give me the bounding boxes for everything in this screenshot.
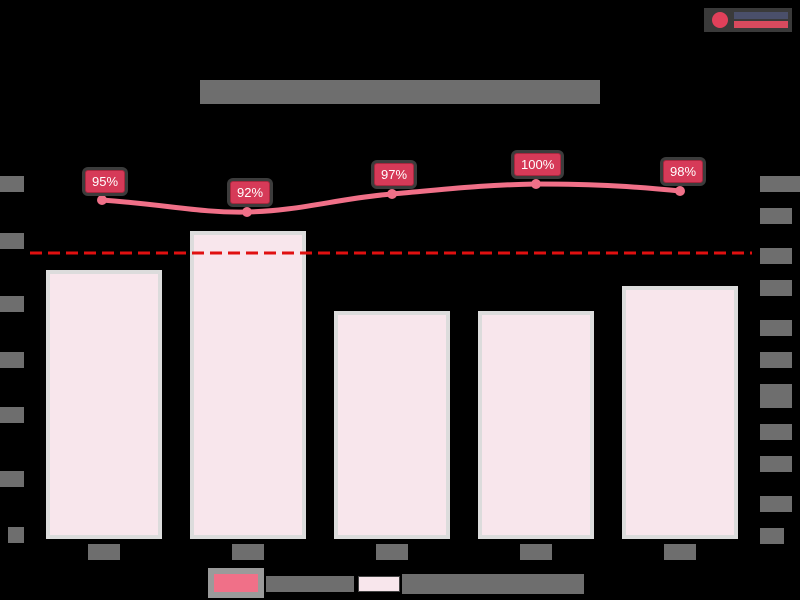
data-label: 97%	[374, 163, 415, 186]
x-axis-label	[520, 544, 552, 560]
line-marker	[242, 207, 252, 217]
logo-text-bottom	[734, 21, 788, 28]
right-axis-label	[760, 176, 800, 192]
right-axis-label	[760, 496, 792, 512]
bar	[334, 311, 450, 539]
line-marker	[675, 186, 685, 196]
right-axis-label	[760, 320, 792, 336]
chart-title	[200, 80, 600, 104]
data-label: 92%	[230, 181, 271, 204]
left-axis-label	[8, 527, 24, 543]
logo-icon	[712, 12, 728, 28]
right-axis-label	[760, 384, 792, 408]
right-axis-label	[760, 424, 792, 440]
logo-text-top	[734, 12, 788, 19]
right-axis-label	[760, 352, 792, 368]
data-label: 95%	[85, 170, 126, 193]
line-marker	[387, 189, 397, 199]
data-label: 98%	[663, 160, 704, 183]
brand-logo	[704, 8, 792, 32]
legend-swatch-bar	[358, 576, 400, 592]
x-axis-label	[376, 544, 408, 560]
left-axis-label	[0, 407, 24, 423]
right-axis-label	[760, 456, 792, 472]
right-axis-label	[760, 528, 784, 544]
left-axis-label	[0, 296, 24, 312]
right-axis-label	[760, 280, 792, 296]
bar	[46, 270, 162, 539]
bar	[478, 311, 594, 539]
x-axis-label	[664, 544, 696, 560]
line-marker	[97, 195, 107, 205]
left-axis-label	[0, 176, 24, 192]
right-axis-label	[760, 208, 792, 224]
legend-label-bar	[402, 574, 584, 594]
line-marker	[531, 179, 541, 189]
legend	[208, 568, 584, 598]
left-axis-label	[0, 352, 24, 368]
data-label: 100%	[514, 153, 562, 176]
x-axis-label	[88, 544, 120, 560]
bar	[190, 231, 306, 539]
bar-series	[46, 231, 738, 539]
left-axis-label	[0, 233, 24, 249]
x-axis-label	[232, 544, 264, 560]
right-axis-label	[760, 248, 792, 264]
bar	[622, 286, 738, 539]
legend-label-line	[266, 576, 354, 592]
legend-swatch-line	[208, 568, 264, 598]
left-axis-label	[0, 471, 24, 487]
